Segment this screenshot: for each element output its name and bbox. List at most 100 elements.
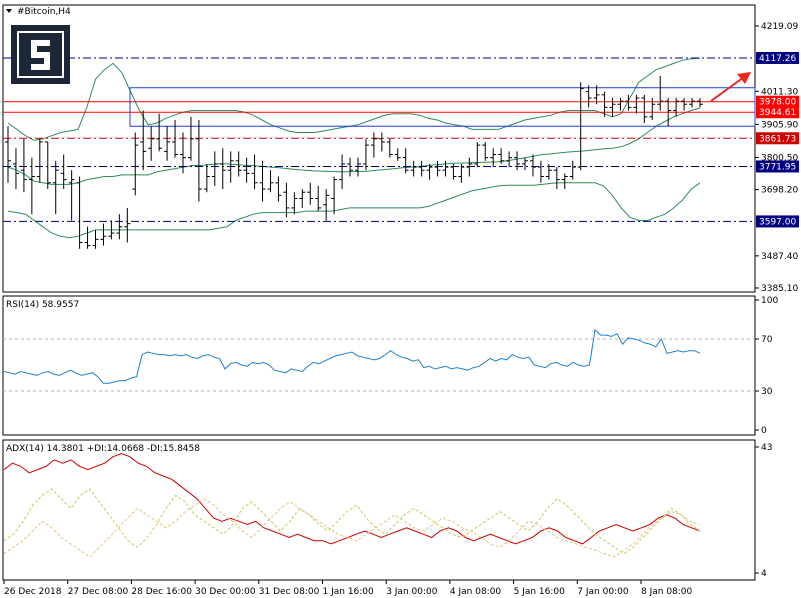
rsi-title: RSI(14) 58.9557	[6, 300, 79, 310]
time-tick-label: 28 Dec 16:00	[131, 587, 192, 597]
price-bar	[498, 148, 505, 164]
main-title-group: #Bitcoin,H4	[6, 7, 71, 17]
price-bar	[362, 138, 369, 171]
rsi-tick-label: 0	[761, 426, 767, 436]
price-bar	[561, 173, 568, 190]
price-bar	[148, 126, 155, 161]
price-bar	[140, 110, 147, 171]
price-bar	[577, 82, 584, 171]
price-bar	[569, 160, 576, 180]
price-tick-label: 3800.50	[761, 154, 798, 164]
price-bar	[370, 132, 377, 158]
price-bar	[625, 94, 632, 111]
price-bar	[450, 163, 457, 180]
price-bar	[12, 148, 19, 190]
price-bar	[354, 157, 361, 177]
price-bar	[116, 214, 123, 240]
price-bar	[410, 160, 417, 177]
bollinger-middle	[7, 107, 701, 185]
price-bar	[195, 119, 202, 202]
plus-di-line	[3, 488, 701, 555]
price-bar	[649, 97, 656, 120]
price-bar	[378, 132, 385, 152]
price-bar	[100, 223, 107, 246]
price-bar	[299, 189, 306, 208]
price-bar	[386, 138, 393, 158]
price-bar	[553, 167, 560, 190]
trend-arrow-icon	[710, 72, 751, 102]
rsi-tick-label: 30	[761, 387, 773, 397]
minus-di-line	[3, 498, 701, 558]
main-panel[interactable]	[2, 4, 756, 293]
adx-panel[interactable]	[2, 439, 756, 581]
level-tag-label: 3771.95	[759, 162, 796, 172]
price-tick-label: 4219.09	[761, 22, 798, 32]
price-bar	[291, 192, 298, 215]
price-bar	[5, 126, 11, 183]
price-bar	[60, 154, 67, 190]
price-bar	[28, 157, 35, 215]
adx-line	[3, 452, 701, 545]
price-bar	[307, 182, 314, 205]
price-bar	[665, 97, 672, 127]
price-bar	[529, 154, 536, 177]
time-tick-label: 30 Dec 00:00	[195, 587, 256, 597]
price-bar	[339, 154, 346, 190]
price-bar	[179, 132, 186, 174]
rsi-panel-lines	[3, 328, 701, 384]
price-bar	[617, 97, 624, 111]
price-bar	[315, 185, 322, 212]
price-bar	[227, 151, 234, 183]
price-bar	[68, 170, 75, 221]
price-bar	[506, 151, 513, 168]
price-bar	[235, 151, 242, 177]
price-bar	[426, 163, 433, 180]
level-tag-label: 4117.26	[759, 54, 796, 64]
price-tick-label: 3385.10	[761, 284, 798, 294]
rsi-tick-label: 100	[761, 296, 778, 306]
adx-tick-label: 4	[761, 569, 767, 579]
price-bar	[442, 160, 449, 177]
price-bars	[5, 75, 703, 249]
price-bar	[108, 220, 115, 240]
price-bar	[657, 75, 664, 111]
price-bar	[203, 163, 210, 193]
price-bar	[689, 97, 696, 108]
price-bar	[156, 113, 163, 152]
level-tag-label: 3597.00	[759, 217, 796, 227]
price-tick-label: 3905.90	[761, 120, 798, 130]
price-bar	[283, 182, 290, 218]
price-tick-label: 3698.20	[761, 186, 798, 196]
price-bar	[219, 148, 226, 190]
rsi-panel[interactable]	[2, 295, 756, 436]
price-bar	[164, 126, 171, 161]
time-tick-label: 8 Jan 08:00	[641, 587, 693, 597]
price-bar	[52, 160, 59, 215]
price-bar	[402, 148, 409, 174]
price-bar	[44, 141, 51, 190]
price-bar	[267, 170, 274, 193]
time-tick-label: 7 Jan 00:00	[577, 587, 629, 597]
bollinger-upper	[7, 57, 701, 141]
time-tick-label: 1 Jan 16:00	[323, 587, 375, 597]
price-bar	[609, 97, 616, 117]
broker-logo	[11, 25, 70, 84]
price-bar	[36, 138, 43, 183]
price-bar	[331, 176, 338, 215]
price-bar	[490, 148, 497, 168]
price-bar	[545, 163, 552, 180]
price-bar	[681, 97, 688, 111]
level-tag-label: 3978.00	[759, 98, 796, 108]
collapse-triangle-icon[interactable]	[6, 9, 12, 13]
level-tag	[756, 106, 799, 119]
price-bar	[92, 229, 99, 249]
price-bar	[537, 160, 544, 183]
price-bar	[466, 157, 473, 177]
time-tick-label: 27 Dec 08:00	[68, 587, 129, 597]
level-tag	[756, 215, 799, 228]
highlight-rect[interactable]	[129, 87, 756, 127]
price-bar	[418, 160, 425, 177]
time-tick-label: 3 Jan 00:00	[386, 587, 438, 597]
